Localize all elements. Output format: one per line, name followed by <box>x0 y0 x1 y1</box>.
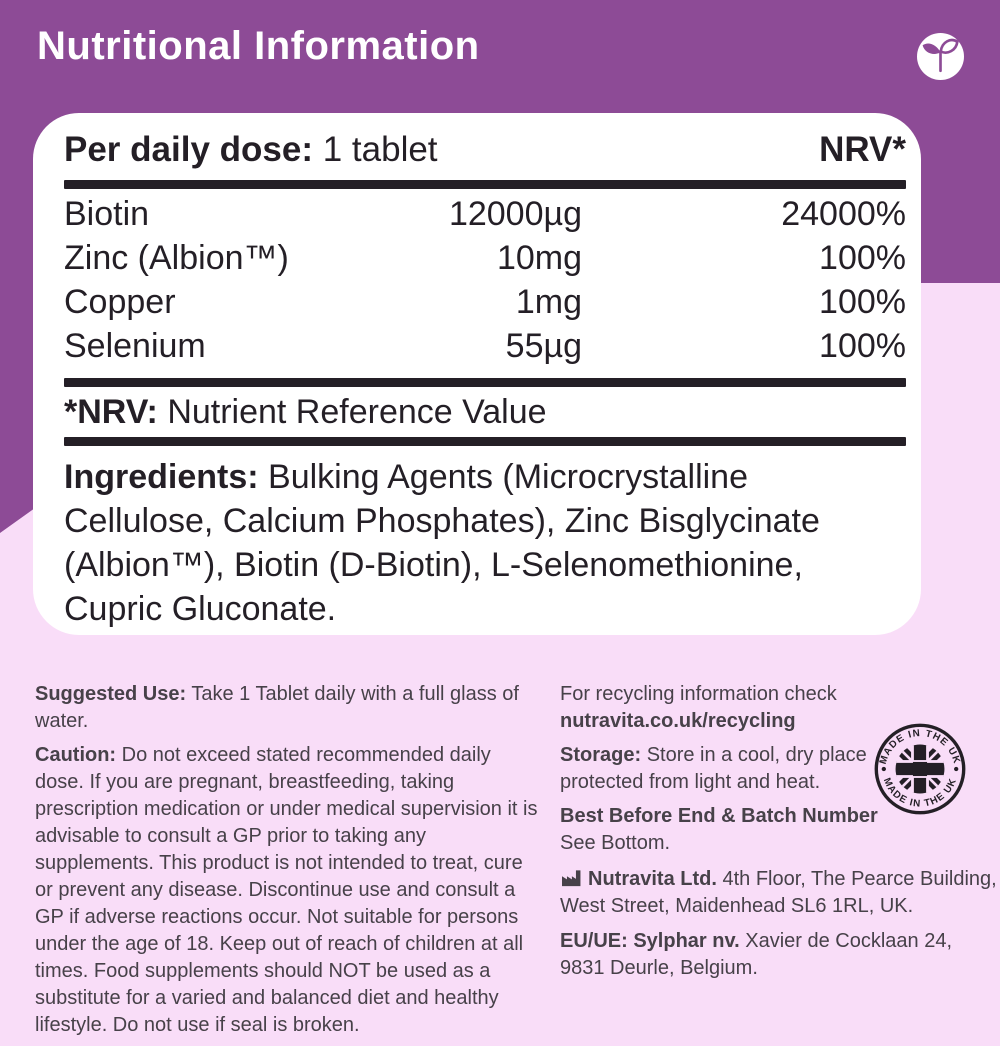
nutrient-name: Selenium <box>64 327 206 365</box>
suggested-use-label: Suggested Use: <box>35 683 187 705</box>
best-before-label: Best Before End & Batch Number <box>560 805 878 827</box>
table-row: Biotin 12000µg 24000% <box>64 192 906 236</box>
made-in-uk-badge: MADE IN THE UK MADE IN THE UK <box>874 723 966 815</box>
footer-right-column: For recycling information check nutravit… <box>560 681 1000 979</box>
eu-text: Xavier de Cocklaan 24, 9831 Deurle, Belg… <box>560 930 953 979</box>
storage-label: Storage: <box>560 744 642 766</box>
table-row: Selenium 55µg 100% <box>64 324 906 368</box>
nutrient-name: Biotin <box>64 195 150 233</box>
address-block: Nutravita Ltd. 4th Floor, The Pearce Bui… <box>560 866 1000 990</box>
badge-ring <box>874 723 966 815</box>
sprout-icon <box>917 33 964 80</box>
manufacturer-paragraph: Nutravita Ltd. 4th Floor, The Pearce Bui… <box>560 866 1000 920</box>
nutrient-amount: 55µg <box>505 327 582 365</box>
ingredients-label: Ingredients: <box>64 458 259 496</box>
caution-text: Do not exceed stated recommended daily d… <box>35 744 538 1036</box>
dose-value: 1 tablet <box>322 130 438 169</box>
nutrient-nrv: 24000% <box>781 195 906 233</box>
nutrient-nrv: 100% <box>819 283 906 321</box>
nrv-note-text: Nutrient Reference Value <box>167 393 547 431</box>
nutrient-table: Biotin 12000µg 24000% Zinc (Albion™) 10m… <box>64 192 906 368</box>
storage-paragraph: Storage: Store in a cool, dry place prot… <box>560 742 890 796</box>
manufacturer-text: 4th Floor, The Pearce Building, West Str… <box>560 868 997 917</box>
dose-heading: Per daily dose: 1 tablet <box>64 127 438 173</box>
divider <box>64 378 906 387</box>
best-before-text: See Bottom. <box>560 832 671 854</box>
table-row: Zinc (Albion™) 10mg 100% <box>64 236 906 280</box>
nrv-note-label: *NRV: <box>64 393 158 431</box>
nutrient-name: Zinc (Albion™) <box>64 239 289 277</box>
nutrient-amount: 10mg <box>496 239 582 277</box>
nutrient-nrv: 100% <box>819 327 906 365</box>
nutrient-amount: 12000µg <box>448 195 582 233</box>
ingredients-text: Bulking Agents (Microcrystalline Cellulo… <box>64 458 820 628</box>
footer-left-column: Suggested Use: Take 1 Tablet daily with … <box>35 681 540 1046</box>
nutrition-panel: Per daily dose: 1 tablet NRV* Biotin 120… <box>33 113 921 635</box>
badge-dot-left <box>881 766 886 772</box>
nutrient-nrv: 100% <box>819 239 906 277</box>
nutrient-amount: 1mg <box>515 283 582 321</box>
manufacturer-label: Nutravita Ltd. <box>588 868 717 890</box>
factory-icon <box>562 870 581 887</box>
panel-header: Per daily dose: 1 tablet NRV* <box>64 127 906 173</box>
eu-paragraph: EU/UE: Sylphar nv. Xavier de Cocklaan 24… <box>560 928 1000 982</box>
page-title: Nutritional Information <box>37 24 480 68</box>
recycling-text: For recycling information check <box>560 683 837 705</box>
suggested-use-text: Take 1 Tablet daily with a full glass of… <box>35 683 519 732</box>
nrv-column-header: NRV* <box>819 130 906 169</box>
table-row: Copper 1mg 100% <box>64 280 906 324</box>
caution-paragraph: Caution: Do not exceed stated recommende… <box>35 742 540 1039</box>
nrv-note: *NRV: Nutrient Reference Value <box>64 387 906 437</box>
recycling-storage-block: For recycling information check nutravit… <box>560 681 890 857</box>
ingredients-paragraph: Ingredients: Bulking Agents (Microcrysta… <box>64 455 906 631</box>
caution-label: Caution: <box>35 744 117 766</box>
nutrient-name: Copper <box>64 283 176 321</box>
eu-label: EU/UE: Sylphar nv. <box>560 930 740 952</box>
divider <box>64 437 906 446</box>
divider <box>64 180 906 189</box>
dose-label: Per daily dose: <box>64 130 313 169</box>
suggested-use-paragraph: Suggested Use: Take 1 Tablet daily with … <box>35 681 540 735</box>
badge-dot-right <box>954 766 959 772</box>
storage-text: Store in a cool, dry place protected fro… <box>560 744 867 793</box>
recycling-url: nutravita.co.uk/recycling <box>560 710 796 732</box>
union-jack-emblem <box>895 744 945 794</box>
